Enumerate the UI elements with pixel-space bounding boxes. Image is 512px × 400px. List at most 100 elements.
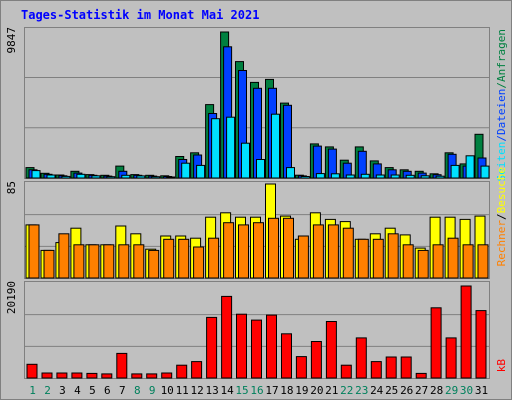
day-label-31: 31 [475,384,488,397]
pages-bar-24 [375,174,385,179]
pages-bar-14 [226,116,236,179]
kbytes-bar-7 [116,352,128,379]
pages-bar-13 [211,118,221,179]
sites-bar-27 [417,249,429,279]
day-label-9: 9 [149,384,156,397]
sites-bar-24 [372,238,384,279]
kbytes-bar-17 [266,314,277,379]
day-label-18: 18 [280,384,293,397]
day-label-28: 28 [430,384,443,397]
day-label-25: 25 [385,384,398,397]
sites-bar-18 [283,217,294,279]
kbytes-bar-6 [101,373,113,379]
pages-bar-21 [330,173,340,179]
kbytes-bar-21 [325,321,337,379]
sites-bar-5 [88,244,100,279]
day-label-6: 6 [104,384,111,397]
kbytes-bar-25 [385,356,397,379]
kbytes-bar-15 [236,313,247,379]
panel-kbytes [24,281,490,379]
day-label-8: 8 [134,384,141,397]
day-label-3: 3 [59,384,66,397]
pages-bar-16 [256,159,265,179]
pages-bar-15 [241,142,250,179]
day-label-16: 16 [250,384,263,397]
kbytes-bar-19 [295,356,307,379]
kbytes-bar-5 [86,372,98,379]
pages-bar-5 [91,175,101,179]
day-label-21: 21 [325,384,338,397]
sites-bar-20 [312,224,324,279]
day-label-7: 7 [119,384,126,397]
day-label-5: 5 [89,384,96,397]
sites-bar-25 [387,233,399,279]
kbytes-bar-2 [41,372,53,379]
kbytes-bar-3 [56,372,68,379]
day-label-2: 2 [44,384,51,397]
kbytes-bar-4 [71,372,83,379]
kbytes-bar-22 [340,364,352,379]
day-label-22: 22 [340,384,353,397]
sites-bar-15 [238,224,249,279]
pages-bar-10 [166,176,176,179]
day-label-1: 1 [29,384,36,397]
sites-bar-10 [163,238,175,279]
pages-bar-11 [181,162,191,179]
kbytes-bars-svg [25,285,489,379]
sites-bar-14 [223,222,235,279]
pages-bar-17 [271,113,280,179]
sites-bar-30 [462,244,474,279]
day-label-10: 10 [161,384,174,397]
kbytes-bar-9 [146,373,158,379]
pages-bar-7 [121,174,131,179]
pages-bar-18 [286,167,295,179]
kbytes-bar-8 [131,373,143,379]
sites-bar-12 [193,246,205,279]
day-label-30: 30 [460,384,473,397]
sites-bar-26 [402,244,414,279]
kbytes-bar-14 [221,295,233,379]
day-label-11: 11 [176,384,189,397]
pages-bar-8 [136,175,146,179]
kbytes-bar-30 [460,285,472,379]
kbytes-bar-26 [400,356,412,379]
day-label-4: 4 [74,384,81,397]
day-label-12: 12 [190,384,203,397]
day-label-27: 27 [415,384,428,397]
visits-bars-svg [25,183,489,279]
sites-bar-11 [178,238,190,279]
day-label-26: 26 [400,384,413,397]
sites-bar-29 [447,237,459,279]
sites-bar-3 [58,233,70,279]
kbytes-bar-10 [161,372,173,379]
kbytes-bar-13 [206,316,218,379]
sites-bar-8 [133,244,145,279]
sites-bar-13 [208,237,220,279]
sites-bar-22 [342,227,354,279]
sites-bar-28 [432,244,444,279]
pages-bar-2 [46,174,56,179]
pages-bar-12 [196,164,206,179]
kbytes-bar-11 [176,364,188,379]
kbytes-bar-20 [310,341,322,379]
pages-bar-6 [106,176,116,179]
sites-bar-9 [148,249,160,279]
pages-bar-26 [405,174,415,179]
pages-bar-20 [315,173,325,179]
day-label-14: 14 [220,384,234,397]
kbytes-bar-31 [475,310,487,379]
pages-bar-19 [300,176,310,179]
sites-bar-23 [357,238,369,279]
pages-bar-27 [420,175,430,179]
day-label-20: 20 [310,384,323,397]
sites-bar-4 [73,244,85,279]
sites-bar-7 [118,244,130,279]
pages-bar-22 [345,174,355,179]
sites-bar-6 [103,244,115,279]
day-label-29: 29 [445,384,458,397]
pages-bar-23 [360,173,370,179]
kbytes-bar-1 [26,363,38,379]
sites-bar-31 [477,244,489,279]
